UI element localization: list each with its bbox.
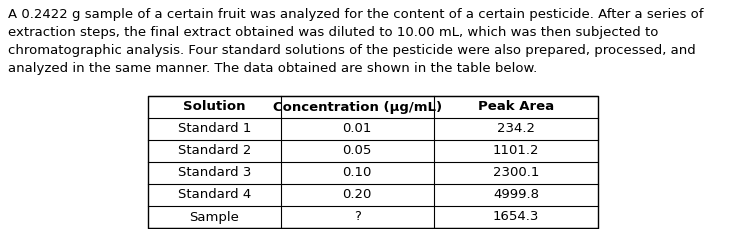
Text: chromatographic analysis. Four standard solutions of the pesticide were also pre: chromatographic analysis. Four standard … [8,44,696,57]
Text: 0.20: 0.20 [343,188,372,202]
Bar [148,96,598,228]
Text: A 0.2422 g sample of a certain fruit was analyzed for the content of a certain p: A 0.2422 g sample of a certain fruit was… [8,8,704,21]
Text: Standard 4: Standard 4 [178,188,251,202]
Text: Solution: Solution [183,101,246,114]
Text: 0.05: 0.05 [343,144,372,158]
Text: extraction steps, the final extract obtained was diluted to 10.00 mL, which was : extraction steps, the final extract obta… [8,26,659,39]
Text: Concentration (μg/mL): Concentration (μg/mL) [272,101,442,114]
Text: 2300.1: 2300.1 [493,166,539,180]
Text: 234.2: 234.2 [497,123,535,136]
Text: Standard 2: Standard 2 [178,144,251,158]
Text: 1654.3: 1654.3 [493,210,539,224]
Text: analyzed in the same manner. The data obtained are shown in the table below.: analyzed in the same manner. The data ob… [8,62,537,75]
Text: Standard 3: Standard 3 [178,166,251,180]
Text: Peak Area: Peak Area [478,101,554,114]
Text: Standard 1: Standard 1 [178,123,251,136]
Text: 0.10: 0.10 [343,166,372,180]
Text: ?: ? [354,210,360,224]
Text: 0.01: 0.01 [343,123,372,136]
Text: Sample: Sample [189,210,239,224]
Text: 1101.2: 1101.2 [493,144,539,158]
Text: 4999.8: 4999.8 [493,188,539,202]
